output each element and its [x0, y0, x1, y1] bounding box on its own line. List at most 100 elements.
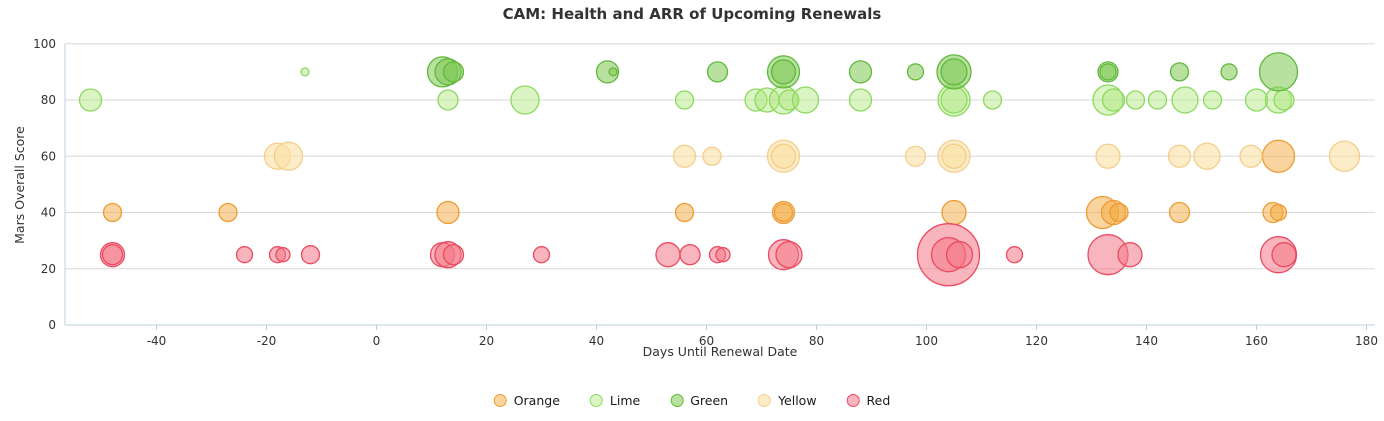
bubbles [78, 52, 1361, 287]
gridlines [65, 43, 1375, 326]
legend-swatch-icon [493, 394, 507, 407]
y-tick-label: 80 [41, 93, 56, 107]
bubble-red[interactable] [775, 241, 803, 269]
bubble-lime[interactable] [437, 89, 459, 111]
bubble-lime[interactable] [1171, 86, 1199, 114]
bubble-yellow[interactable] [904, 145, 927, 167]
x-tick-label: 140 [1135, 334, 1158, 348]
legend-item-orange[interactable]: Orange [493, 393, 560, 408]
y-tick-label: 100 [33, 37, 56, 51]
bubble-lime[interactable] [1202, 90, 1223, 110]
legend-swatch-icon [589, 394, 603, 407]
bubble-green[interactable] [1258, 52, 1299, 92]
bubble-green[interactable] [608, 67, 618, 77]
legend-label: Green [690, 393, 729, 408]
bubble-orange[interactable] [1109, 202, 1129, 223]
bubble-yellow[interactable] [672, 144, 697, 168]
bubble-lime[interactable] [744, 88, 768, 112]
legend-label: Lime [609, 393, 641, 408]
bubble-yellow[interactable] [1095, 143, 1121, 169]
bubble-yellow[interactable] [1167, 144, 1192, 168]
x-tick-label: 60 [699, 334, 714, 348]
y-tick-label: 60 [41, 149, 56, 163]
legend-swatch-icon [758, 394, 772, 407]
bubble-green[interactable] [442, 61, 465, 83]
legend-item-lime[interactable]: Lime [589, 393, 641, 408]
legend-swatch-icon [846, 394, 860, 407]
legend-item-red[interactable]: Red [846, 393, 891, 408]
bubble-orange[interactable] [102, 202, 123, 223]
bubble-orange[interactable] [674, 202, 695, 223]
bubble-lime[interactable] [1092, 84, 1124, 116]
legend-label: Red [866, 393, 891, 408]
bubble-lime[interactable] [848, 88, 873, 112]
bubble-lime[interactable] [1147, 90, 1168, 110]
bubble-red[interactable] [532, 246, 551, 264]
bubble-orange[interactable] [1168, 201, 1191, 224]
legend-item-yellow[interactable]: Yellow [758, 393, 817, 408]
bubble-red[interactable] [442, 244, 465, 266]
bubble-lime[interactable] [674, 90, 695, 110]
bubble-green[interactable] [906, 63, 925, 81]
bubble-red[interactable] [715, 247, 731, 263]
axes: 0 20 40 60 80 100 -40 -20 0 20 40 60 80 100 120 140 160 1… [33, 37, 1378, 348]
bubble-yellow[interactable] [1328, 140, 1361, 172]
x-tick-label: 160 [1245, 334, 1268, 348]
bubble-green[interactable] [940, 58, 968, 86]
bubble-orange[interactable] [941, 199, 967, 226]
y-tick-label: 0 [48, 318, 56, 332]
bubble-yellow[interactable] [770, 143, 797, 169]
y-tick-label: 20 [41, 262, 56, 276]
bubble-red[interactable] [1117, 242, 1143, 268]
bubble-yellow[interactable] [702, 146, 722, 166]
bubble-red[interactable] [655, 242, 681, 268]
chart-title: CAM: Health and ARR of Upcoming Renewals [503, 5, 882, 23]
x-tick-label: 40 [589, 334, 604, 348]
bubble-lime[interactable] [1273, 89, 1295, 111]
bubble-red[interactable] [1005, 246, 1024, 264]
legend-label: Yellow [778, 393, 817, 408]
bubble-red[interactable] [235, 246, 254, 264]
legend-item-green[interactable]: Green [670, 393, 728, 408]
bubble-lime[interactable] [300, 67, 310, 77]
bubble-orange[interactable] [436, 200, 460, 225]
x-tick-label: 20 [479, 334, 494, 348]
bubble-red[interactable] [101, 244, 124, 266]
y-tick-label: 40 [41, 206, 56, 220]
bubble-lime[interactable] [510, 85, 540, 115]
bubble-yellow[interactable] [273, 141, 304, 171]
legend-swatch-icon [670, 394, 684, 407]
bubble-lime[interactable] [1125, 90, 1146, 110]
bubble-green[interactable] [1220, 63, 1238, 81]
bubble-lime[interactable] [940, 86, 968, 114]
bubble-yellow[interactable] [1193, 142, 1221, 170]
bubble-orange[interactable] [773, 202, 794, 223]
x-tick-label: 0 [373, 334, 381, 348]
bubble-green[interactable] [706, 61, 729, 83]
bubble-orange[interactable] [1269, 203, 1288, 222]
bubble-red[interactable] [945, 241, 974, 269]
bubble-green[interactable] [595, 60, 620, 84]
bubble-green[interactable] [848, 60, 873, 84]
bubble-lime[interactable] [791, 86, 820, 114]
bubble-green[interactable] [1099, 63, 1117, 81]
bubble-lime[interactable] [1101, 88, 1126, 112]
bubble-yellow[interactable] [1239, 144, 1263, 168]
bubble-red[interactable] [300, 245, 321, 265]
bubble-orange[interactable] [1261, 139, 1296, 173]
bubble-red[interactable] [679, 244, 701, 266]
x-tick-label: 80 [809, 334, 824, 348]
bubble-red[interactable] [1271, 242, 1297, 268]
bubble-green[interactable] [1169, 62, 1190, 82]
y-axis-title: Mars Overall Score [12, 126, 27, 244]
bubble-lime[interactable] [1244, 88, 1269, 112]
bubble-lime[interactable] [78, 88, 103, 112]
bubble-yellow[interactable] [941, 143, 967, 169]
legend-label: Orange [513, 393, 560, 408]
bubble-green[interactable] [770, 59, 797, 85]
bubble-orange[interactable] [218, 202, 238, 223]
bubble-red[interactable] [275, 247, 291, 263]
bubble-lime[interactable] [982, 90, 1003, 110]
